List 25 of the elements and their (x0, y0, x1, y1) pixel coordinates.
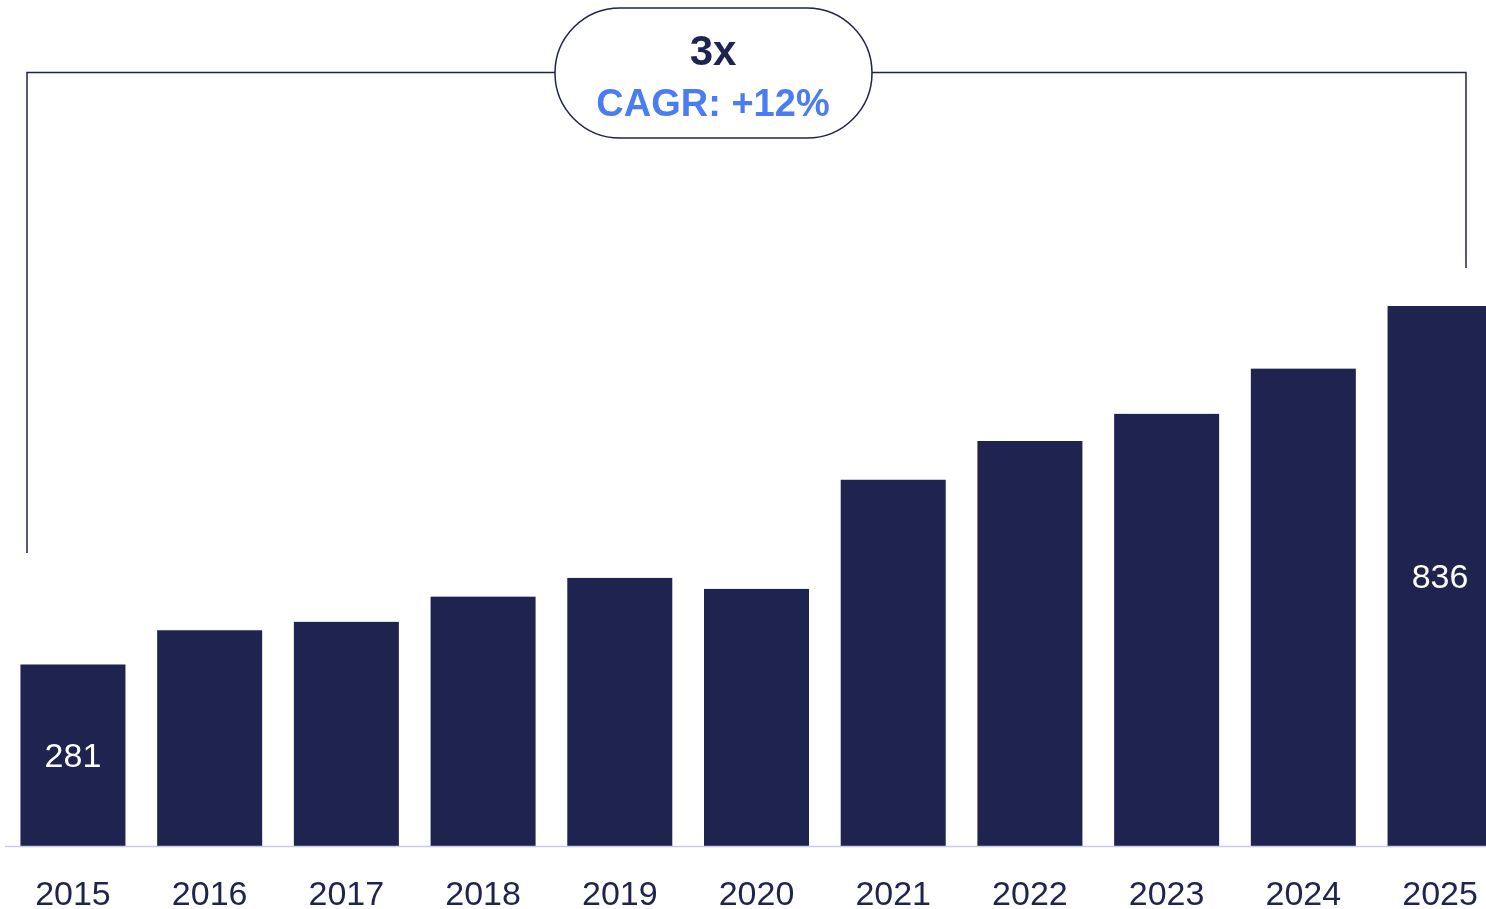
x-tick-label: 2019 (581, 874, 658, 909)
x-tick-label: 2024 (1265, 874, 1342, 909)
bar (704, 588, 809, 846)
bar (430, 596, 536, 846)
bar (840, 479, 946, 846)
x-tick-label: 2017 (308, 874, 385, 909)
data-label: 836 (1411, 557, 1469, 595)
x-tick-label: 2015 (35, 874, 111, 909)
x-tick-label: 2023 (1128, 874, 1205, 909)
bar (1114, 413, 1220, 846)
bar (1250, 368, 1356, 846)
bar (567, 577, 673, 846)
text: 3x (689, 26, 737, 74)
x-tick-label: 2022 (992, 874, 1068, 909)
x-tick-label: 2025 (1402, 874, 1478, 909)
x-tick-label: 2021 (855, 874, 932, 909)
bar (293, 621, 399, 846)
data-label: 281 (44, 736, 102, 775)
text: CAGR: +12% (596, 82, 830, 124)
x-tick-label: 2018 (445, 874, 521, 909)
bar (20, 664, 126, 846)
x-tick-label: 2020 (718, 874, 795, 909)
x-tick-label: 2016 (171, 874, 248, 909)
bar (977, 441, 1083, 846)
bar (157, 630, 263, 846)
